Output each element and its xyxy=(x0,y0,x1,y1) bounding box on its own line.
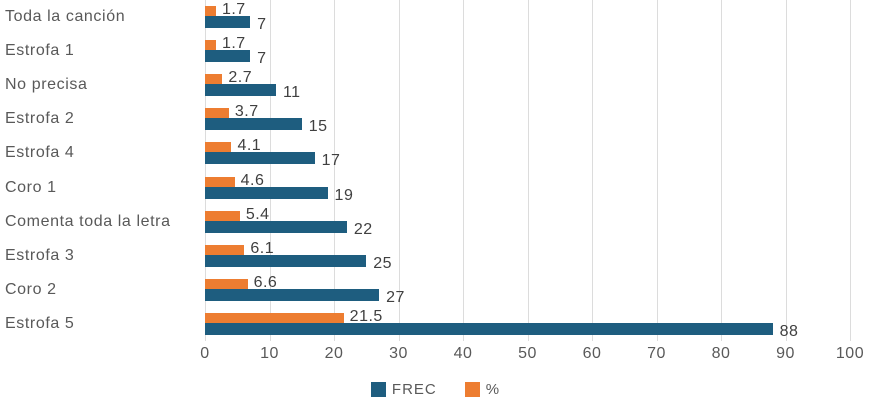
frec-bar xyxy=(205,186,328,199)
x-tick-label: 40 xyxy=(453,345,473,362)
gridline xyxy=(463,0,464,341)
pct-bar xyxy=(205,278,248,289)
pct-value-label: 4.1 xyxy=(237,137,262,155)
gridline xyxy=(334,0,335,341)
frec-bar xyxy=(205,50,251,63)
x-tick-label: 90 xyxy=(776,345,795,362)
legend-label: FREC xyxy=(391,381,437,398)
plot-area: 1.7 7 1.7 7 2.7 11 3.7 15 4.1 17 4.6 19 5.4 22 6.1 25 6.… xyxy=(205,0,851,341)
pct-bar xyxy=(205,176,235,187)
pct-value-label: 2.7 xyxy=(228,69,253,87)
frec-bar xyxy=(205,322,773,335)
category-label: Coro 1 xyxy=(5,178,57,196)
pct-value-label: 5.4 xyxy=(245,205,270,223)
pct-bar xyxy=(205,74,223,85)
legend-swatch-frec-icon xyxy=(370,382,386,397)
frec-value-label: 22 xyxy=(353,220,373,238)
legend-item: FREC xyxy=(370,381,437,398)
frec-bar xyxy=(205,84,276,97)
legend: FREC% xyxy=(0,381,871,398)
frec-bar xyxy=(205,16,251,29)
x-tick-label: 70 xyxy=(647,345,666,362)
x-tick-label: 30 xyxy=(389,345,408,362)
pct-value-label: 3.7 xyxy=(234,103,259,121)
category-label: Estrofa 3 xyxy=(5,246,75,264)
x-tick-label: 20 xyxy=(324,345,344,362)
pct-value-label: 1.7 xyxy=(221,1,246,19)
pct-value-label: 4.6 xyxy=(240,171,265,189)
frec-value-label: 17 xyxy=(321,152,341,170)
pct-value-label: 1.7 xyxy=(221,35,246,53)
gridline xyxy=(205,0,206,341)
frec-bar xyxy=(205,118,302,131)
frec-value-label: 19 xyxy=(334,186,354,204)
pct-bar xyxy=(205,142,232,153)
frec-value-label: 7 xyxy=(257,16,267,34)
gridline xyxy=(592,0,593,341)
legend-label: % xyxy=(485,381,501,398)
frec-bar xyxy=(205,152,315,165)
category-label: Toda la canción xyxy=(5,8,126,26)
pct-bar xyxy=(205,40,216,51)
gridline xyxy=(398,0,400,341)
gridline xyxy=(721,0,722,341)
frec-bar xyxy=(205,254,367,267)
gridline xyxy=(850,0,851,341)
legend-swatch-pct-icon xyxy=(464,382,480,397)
pct-bar xyxy=(205,6,216,17)
frec-value-label: 25 xyxy=(373,254,393,272)
frec-value-label: 27 xyxy=(386,288,405,306)
gridline xyxy=(527,0,529,341)
gridline xyxy=(785,0,787,341)
pct-bar xyxy=(205,244,245,255)
frec-value-label: 11 xyxy=(282,84,301,102)
category-label: Estrofa 5 xyxy=(5,314,75,332)
category-label: Coro 2 xyxy=(5,280,57,298)
legend-item: % xyxy=(464,381,501,398)
frec-value-label: 88 xyxy=(779,322,799,340)
x-tick-label: 0 xyxy=(200,345,210,362)
frec-value-label: 15 xyxy=(308,118,328,136)
pct-value-label: 21.5 xyxy=(349,307,383,325)
category-label: No precisa xyxy=(5,76,88,94)
gridline xyxy=(269,0,271,341)
pct-bar xyxy=(205,108,229,119)
x-tick-label: 80 xyxy=(711,345,731,362)
category-label: Estrofa 2 xyxy=(5,110,75,128)
pct-value-label: 6.6 xyxy=(253,273,278,291)
x-tick-label: 100 xyxy=(835,345,865,362)
category-label: Estrofa 1 xyxy=(5,42,75,60)
gridline xyxy=(656,0,658,341)
frec-value-label: 7 xyxy=(257,50,267,68)
frec-bar xyxy=(205,220,347,233)
pct-bar xyxy=(205,312,344,323)
x-tick-label: 60 xyxy=(582,345,602,362)
pct-bar xyxy=(205,210,240,221)
pct-value-label: 6.1 xyxy=(250,239,275,257)
category-label: Estrofa 4 xyxy=(5,144,75,162)
frec-bar xyxy=(205,288,380,301)
category-label: Comenta toda la letra xyxy=(5,212,171,230)
x-tick-label: 50 xyxy=(518,345,537,362)
x-tick-label: 10 xyxy=(260,345,279,362)
